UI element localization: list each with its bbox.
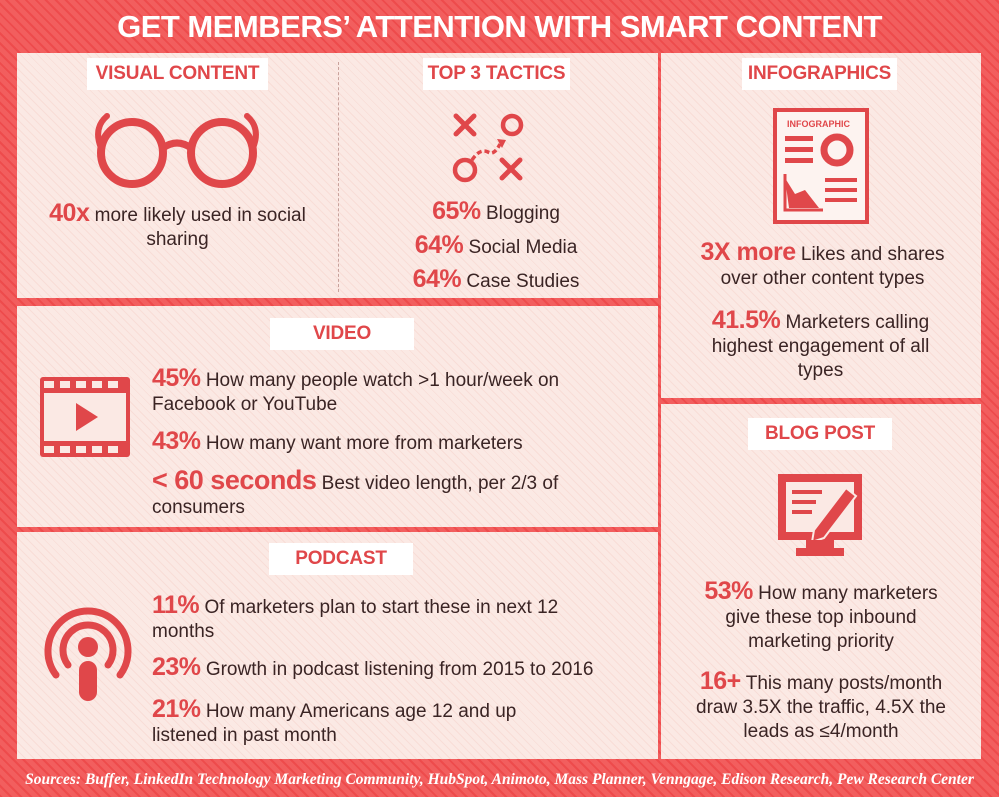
stat-text: Likes and shares over other content type… xyxy=(720,244,945,289)
stat-text: How many marketers give these top inboun… xyxy=(725,583,938,652)
glasses-icon xyxy=(95,113,259,188)
visual-content-stat: 40x more likely used in social sharing xyxy=(40,201,315,252)
stat-value: 11% xyxy=(152,591,200,619)
blog-post-label: BLOG POST xyxy=(748,418,892,450)
video-stat-2: 43% How many want more from marketers xyxy=(152,429,612,456)
podcast-stat-1: 11% Of marketers plan to start these in … xyxy=(152,593,592,644)
infographics-label: INFOGRAPHICS xyxy=(742,58,897,90)
stat-text: Of marketers plan to start these in next… xyxy=(152,597,559,642)
blog-post-panel xyxy=(661,404,981,759)
blog-stat-1: 53% How many marketers give these top in… xyxy=(686,579,956,654)
stat-text: Case Studies xyxy=(466,271,580,292)
podcast-label: PODCAST xyxy=(269,543,413,575)
video-stat-1: 45% How many people watch >1 hour/week o… xyxy=(152,366,592,417)
stat-text: How many want more from marketers xyxy=(205,433,523,454)
stat-text: Best video length, per 2/3 of consumers xyxy=(152,473,559,518)
blog-edit-icon xyxy=(778,474,862,556)
stat-value: 53% xyxy=(704,577,753,605)
infographic-title: GET MEMBERS’ ATTENTION WITH SMART CONTEN… xyxy=(117,9,882,44)
infographic-document-icon: INFOGRAPHIC xyxy=(773,108,869,224)
stat-text: Blogging xyxy=(485,203,560,224)
stat-value: 41.5% xyxy=(711,306,781,334)
stat-value: 65% xyxy=(432,197,481,225)
podcast-icon xyxy=(44,607,132,701)
stat-value: 21% xyxy=(152,695,201,723)
stat-text: more likely used in social sharing xyxy=(94,205,306,250)
sources-footer: Sources: Buffer, LinkedIn Technology Mar… xyxy=(25,771,974,788)
podcast-stat-2: 23% Growth in podcast listening from 201… xyxy=(152,655,652,682)
tactics-icon xyxy=(452,113,524,183)
stat-value: 23% xyxy=(152,653,201,681)
visual-and-tactics-panel xyxy=(17,53,658,298)
stat-value: 40x xyxy=(49,199,90,227)
video-stat-3: < 60 seconds Best video length, per 2/3 … xyxy=(152,465,602,520)
stat-text: Marketers calling highest engagement of … xyxy=(711,312,930,381)
stat-value: 45% xyxy=(152,364,201,392)
tactic-row-3: 64% Case Studies xyxy=(346,267,646,294)
podcast-stat-3: 21% How many Americans age 12 and up lis… xyxy=(152,697,572,748)
stat-value: < 60 seconds xyxy=(152,465,317,495)
icon-caption: INFOGRAPHIC xyxy=(787,119,851,129)
video-label: VIDEO xyxy=(270,318,414,350)
infographics-stat-1: 3X more Likes and shares over other cont… xyxy=(690,240,955,291)
stat-text: Social Media xyxy=(468,237,578,258)
stat-value: 64% xyxy=(414,231,464,259)
stat-text: This many posts/month draw 3.5X the traf… xyxy=(696,673,946,742)
stat-value: 3X more xyxy=(700,238,796,266)
stat-text: Growth in podcast listening from 2015 to… xyxy=(205,659,594,680)
stat-value: 16+ xyxy=(699,667,741,695)
infographics-stat-2: 41.5% Marketers calling highest engageme… xyxy=(698,308,943,383)
tactic-row-2: 64% Social Media xyxy=(346,233,646,260)
stat-text: How many Americans age 12 and up listene… xyxy=(152,701,517,746)
visual-content-label: VISUAL CONTENT xyxy=(87,58,268,90)
tactic-row-1: 65% Blogging xyxy=(346,199,646,226)
film-play-icon xyxy=(40,377,130,457)
panel-divider xyxy=(338,62,339,292)
stat-value: 43% xyxy=(152,427,201,455)
stat-text: How many people watch >1 hour/week on Fa… xyxy=(152,370,560,415)
stat-value: 64% xyxy=(412,265,462,293)
blog-stat-2: 16+ This many posts/month draw 3.5X the … xyxy=(684,669,958,744)
top-tactics-label: TOP 3 TACTICS xyxy=(423,58,570,90)
